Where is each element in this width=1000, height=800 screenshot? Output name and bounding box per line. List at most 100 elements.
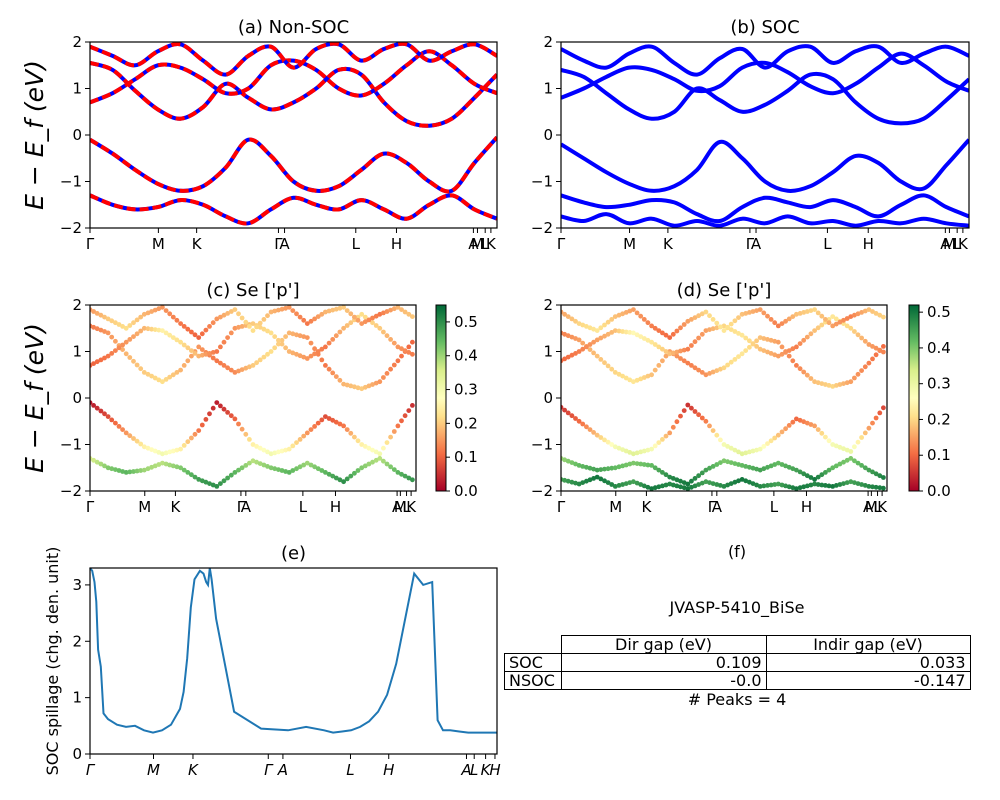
band-point	[279, 468, 285, 473]
band-point	[772, 338, 778, 344]
band-point	[123, 325, 129, 331]
band-point	[801, 310, 807, 315]
band-point	[616, 445, 622, 451]
band-point	[689, 343, 694, 348]
band-point	[373, 457, 379, 463]
band-point	[612, 314, 618, 319]
band-point	[286, 305, 292, 310]
band-point	[330, 473, 336, 479]
band-point	[779, 321, 785, 326]
band-point	[775, 460, 781, 466]
band-point	[109, 466, 115, 472]
band-point	[410, 351, 415, 357]
y-tick-label: 2	[72, 296, 82, 314]
band-point	[667, 335, 673, 340]
band-point	[685, 318, 691, 324]
band-point	[732, 479, 738, 485]
band-point	[689, 317, 694, 322]
band-point	[297, 437, 303, 442]
band-point	[160, 451, 165, 457]
band-point	[739, 311, 745, 317]
band-point	[721, 323, 727, 329]
y-axis-label: SOC spillage (chg. den. unit)	[43, 547, 62, 776]
band-point	[214, 358, 220, 364]
band-point	[210, 405, 216, 411]
band-point	[779, 482, 785, 488]
band-point	[388, 307, 393, 313]
band-point	[812, 307, 817, 312]
band-point	[674, 328, 680, 334]
band-point	[406, 408, 412, 413]
band-point	[881, 485, 886, 491]
colorbar-tick-label: 0.2	[927, 410, 951, 428]
x-tick-label: H	[391, 235, 402, 253]
x-tick-label: K	[406, 498, 417, 516]
band-point	[308, 318, 314, 324]
band-point	[377, 325, 383, 331]
band-point	[402, 348, 408, 353]
band-point	[678, 413, 683, 419]
x-tick-label: H	[383, 761, 394, 779]
band-point	[98, 357, 104, 363]
band-point	[221, 339, 227, 345]
band-point	[312, 424, 317, 429]
band-point	[167, 332, 173, 338]
band-point	[127, 323, 133, 328]
band-point	[812, 328, 817, 333]
band-point	[620, 373, 625, 379]
band-point	[866, 425, 872, 431]
band-point	[641, 375, 647, 380]
band-point	[276, 341, 281, 347]
band-point	[359, 386, 365, 392]
band-point	[149, 326, 155, 332]
band-point	[402, 309, 408, 315]
band-point	[612, 370, 618, 375]
band-point	[707, 313, 712, 319]
band-point	[765, 313, 770, 319]
band-point	[98, 327, 104, 333]
band-point	[250, 363, 256, 368]
band-point	[612, 444, 618, 450]
band-point	[786, 353, 792, 359]
band-point	[605, 439, 611, 445]
x-tick-label: L	[470, 761, 478, 779]
x-tick-label: M	[138, 498, 151, 516]
x-tick-label: Γ	[264, 761, 274, 779]
band-point	[410, 314, 415, 319]
band-point	[257, 324, 263, 330]
band-point	[304, 430, 310, 436]
band-point	[370, 382, 375, 387]
band-point	[294, 332, 299, 338]
band-point	[283, 469, 288, 474]
band-point	[707, 465, 712, 471]
band-point	[656, 467, 662, 473]
band-point	[145, 326, 151, 332]
band-point	[243, 319, 249, 325]
band-point	[388, 366, 393, 372]
band-point	[362, 463, 368, 469]
band-point	[663, 332, 669, 338]
y-tick-label: 2	[543, 33, 553, 51]
band-point	[562, 356, 567, 362]
plot-frame	[89, 41, 498, 229]
band-line-soc	[561, 138, 969, 193]
band-point	[189, 329, 194, 335]
band-point	[573, 461, 578, 467]
band-point	[236, 311, 241, 317]
band-point	[315, 314, 321, 319]
band-point	[855, 311, 861, 317]
band-point	[866, 307, 872, 312]
band-point	[174, 370, 180, 375]
band-point	[225, 365, 231, 371]
band-point	[841, 321, 846, 326]
band-point	[852, 329, 857, 334]
band-point	[391, 306, 397, 312]
band-point	[670, 476, 676, 481]
band-point	[279, 341, 285, 347]
band-point	[348, 383, 354, 389]
band-point	[783, 483, 788, 489]
band-point	[754, 466, 759, 472]
band-point	[761, 483, 767, 489]
band-point	[772, 352, 778, 358]
band-point	[569, 413, 575, 419]
